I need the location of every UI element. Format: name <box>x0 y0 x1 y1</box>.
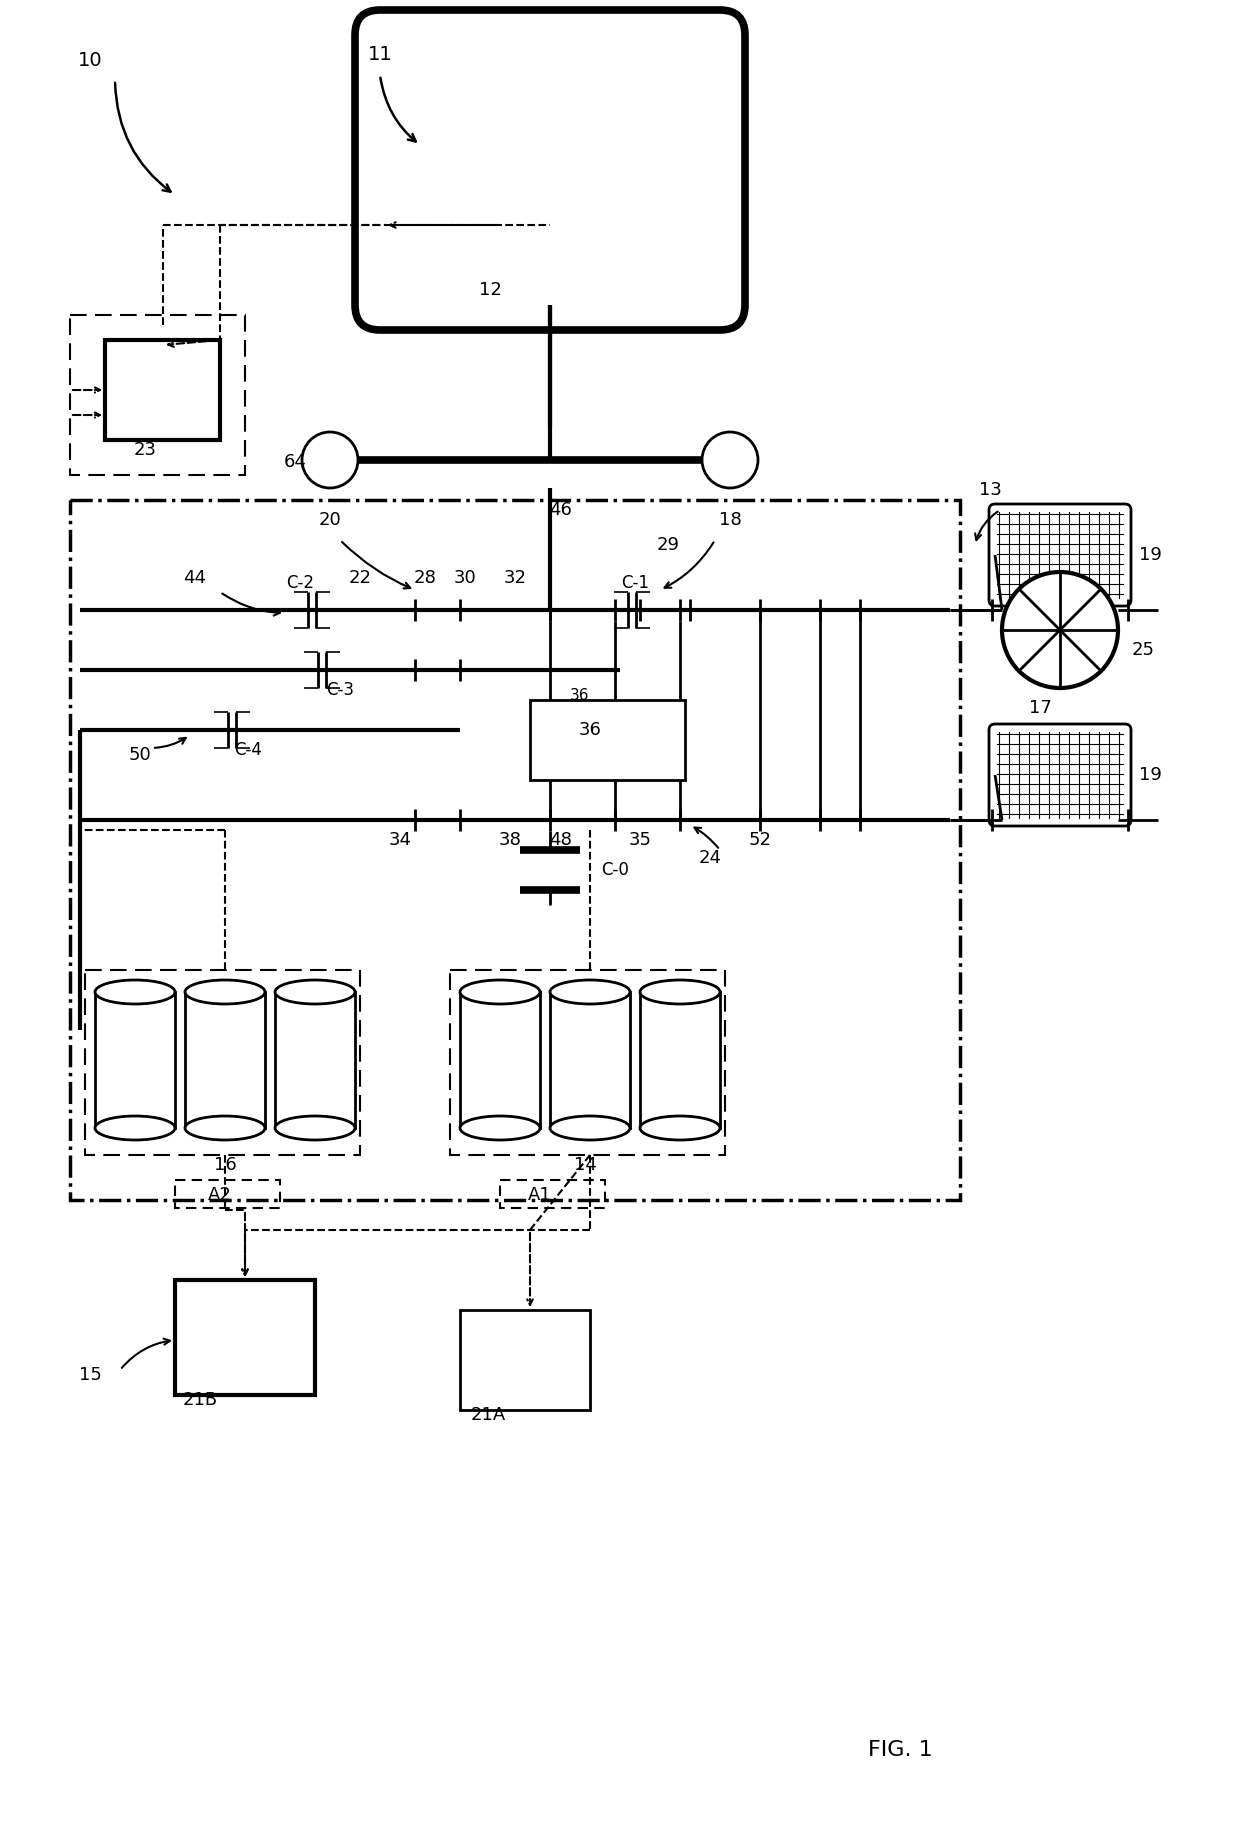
Ellipse shape <box>551 980 630 1004</box>
Ellipse shape <box>275 980 355 1004</box>
Ellipse shape <box>95 1116 175 1140</box>
Text: 46: 46 <box>548 502 572 518</box>
Bar <box>529 700 684 779</box>
Circle shape <box>702 432 758 489</box>
FancyBboxPatch shape <box>355 9 745 331</box>
FancyBboxPatch shape <box>990 504 1131 607</box>
Bar <box>69 500 960 1200</box>
Text: 34: 34 <box>388 831 412 849</box>
Text: 30: 30 <box>454 570 476 586</box>
Bar <box>175 1279 315 1395</box>
Text: 20: 20 <box>319 511 341 529</box>
Text: 21B: 21B <box>182 1391 217 1410</box>
Text: 15: 15 <box>78 1366 102 1384</box>
Circle shape <box>1002 572 1118 687</box>
Text: 19: 19 <box>1138 546 1162 564</box>
Text: C-0: C-0 <box>601 860 629 879</box>
FancyBboxPatch shape <box>990 724 1131 825</box>
Text: C-4: C-4 <box>234 741 262 759</box>
Text: 13: 13 <box>978 482 1002 498</box>
Bar <box>69 314 246 474</box>
Bar <box>185 993 265 1129</box>
Text: 21A: 21A <box>470 1406 506 1424</box>
Bar <box>640 993 720 1129</box>
Text: A2: A2 <box>208 1186 232 1204</box>
Text: 28: 28 <box>414 570 436 586</box>
Bar <box>275 993 355 1129</box>
Ellipse shape <box>185 1116 265 1140</box>
Text: C-3: C-3 <box>326 682 353 698</box>
Text: 11: 11 <box>367 46 392 64</box>
Ellipse shape <box>460 980 539 1004</box>
Ellipse shape <box>640 980 720 1004</box>
Bar <box>460 1310 590 1410</box>
Text: 36: 36 <box>570 687 590 702</box>
Text: 12: 12 <box>479 281 501 300</box>
Ellipse shape <box>95 980 175 1004</box>
Bar <box>95 993 175 1129</box>
Text: 19: 19 <box>1138 766 1162 785</box>
Text: 23: 23 <box>134 441 156 460</box>
Circle shape <box>303 432 358 489</box>
Text: 32: 32 <box>503 570 527 586</box>
Text: 50: 50 <box>129 746 151 765</box>
Text: C-2: C-2 <box>286 573 314 592</box>
Bar <box>86 970 360 1154</box>
Ellipse shape <box>460 1116 539 1140</box>
Bar <box>460 993 539 1129</box>
Ellipse shape <box>275 1116 355 1140</box>
Text: 16: 16 <box>213 1156 237 1174</box>
Text: 24: 24 <box>698 849 722 868</box>
Bar <box>500 1180 605 1208</box>
Text: 35: 35 <box>629 831 651 849</box>
Text: 36: 36 <box>579 720 601 739</box>
Ellipse shape <box>551 1116 630 1140</box>
Text: 29: 29 <box>656 537 680 553</box>
Bar <box>551 993 630 1129</box>
Text: 10: 10 <box>78 50 103 70</box>
Bar <box>105 340 219 439</box>
Ellipse shape <box>185 980 265 1004</box>
Text: FIG. 1: FIG. 1 <box>868 1741 932 1761</box>
Text: A1: A1 <box>528 1186 552 1204</box>
Text: 14: 14 <box>574 1156 596 1174</box>
Text: 52: 52 <box>749 831 771 849</box>
Text: 38: 38 <box>498 831 522 849</box>
Ellipse shape <box>640 1116 720 1140</box>
Bar <box>450 970 725 1154</box>
Text: 18: 18 <box>719 511 742 529</box>
Text: 25: 25 <box>1131 641 1154 660</box>
Text: C-1: C-1 <box>621 573 649 592</box>
Text: 48: 48 <box>548 831 572 849</box>
Text: 22: 22 <box>348 570 372 586</box>
Bar <box>175 1180 280 1208</box>
Text: 17: 17 <box>1028 698 1052 717</box>
Text: 44: 44 <box>184 570 207 586</box>
Text: 64: 64 <box>284 452 306 471</box>
